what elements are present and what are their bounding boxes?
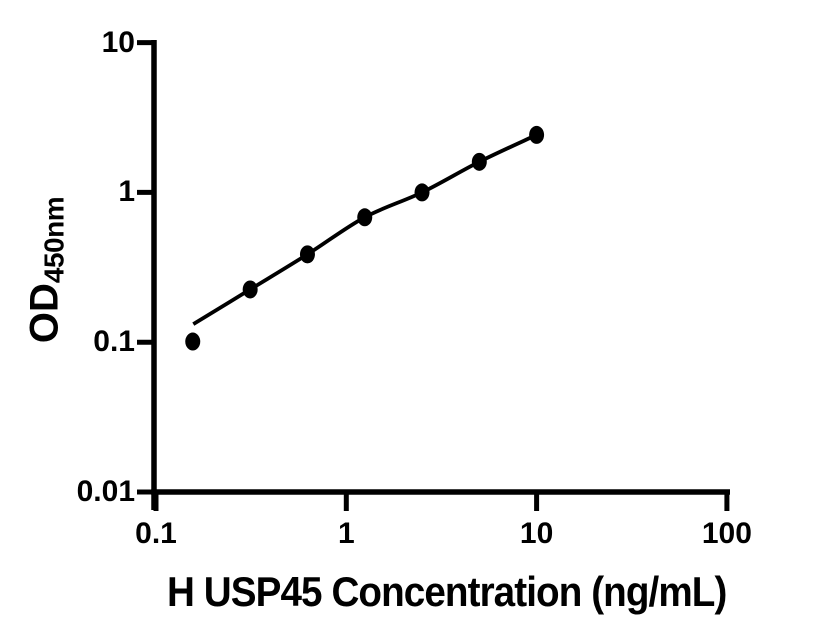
x-axis-title: H USP45 Concentration (ng/mL)	[167, 568, 727, 615]
y-axis-title-subscript: 450nm	[38, 196, 70, 284]
x-tick-label-1: 1	[337, 517, 355, 550]
x-tick-label-100: 100	[701, 517, 752, 550]
y-tick-label-10: 10	[101, 25, 135, 59]
y-axis-title: OD450nm	[22, 196, 70, 344]
x-tick-label-10: 10	[519, 517, 554, 550]
y-tick-label-0.01: 0.01	[76, 475, 135, 508]
y-axis-title-main: OD	[22, 283, 67, 344]
data-point	[242, 280, 258, 299]
x-tick-label-0.1: 0.1	[135, 517, 177, 550]
y-tick-label-1: 1	[118, 175, 135, 209]
data-point	[414, 183, 430, 202]
data-point	[299, 245, 315, 264]
data-point	[357, 208, 373, 227]
data-point	[185, 332, 201, 351]
data-point	[529, 125, 545, 144]
y-tick-label-0.1: 0.1	[93, 325, 135, 359]
data-point	[471, 152, 487, 171]
